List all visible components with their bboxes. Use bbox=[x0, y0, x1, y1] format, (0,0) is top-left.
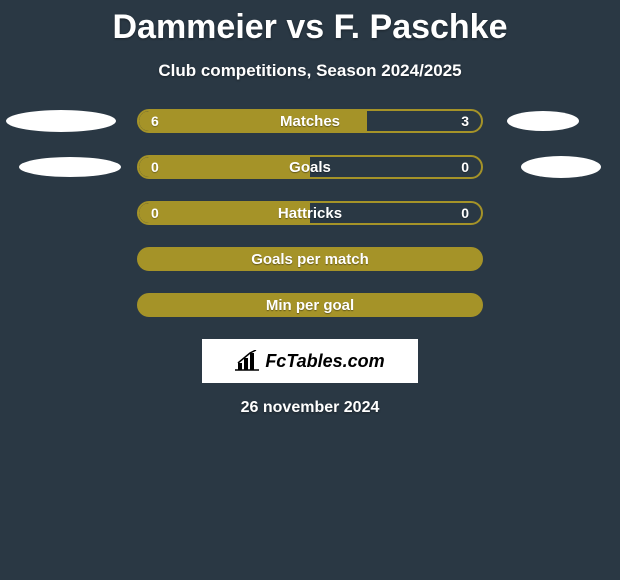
stats-rows: 63Matches 00Goals 00Hattricks bbox=[0, 109, 620, 225]
stat-right-value: 3 bbox=[367, 111, 481, 131]
stat-bar-full: Min per goal bbox=[137, 293, 483, 317]
stat-right-value: 0 bbox=[310, 157, 481, 177]
right-ellipse bbox=[521, 156, 601, 178]
page-title: Dammeier vs F. Paschke bbox=[0, 0, 620, 47]
logo-text: FcTables.com bbox=[265, 351, 384, 372]
stat-row: 00Hattricks bbox=[0, 201, 620, 225]
stat-bar: 00Hattricks bbox=[137, 201, 483, 225]
stat-bar: 63Matches bbox=[137, 109, 483, 133]
stat-bar-full: Goals per match bbox=[137, 247, 483, 271]
bars-chart-icon bbox=[235, 350, 261, 372]
stat-left-value: 6 bbox=[139, 111, 367, 131]
extra-bars: Goals per match Min per goal bbox=[0, 247, 620, 317]
right-ellipse bbox=[507, 111, 579, 131]
left-ellipse bbox=[19, 157, 121, 177]
stat-bar: 00Goals bbox=[137, 155, 483, 179]
stat-row: 00Goals bbox=[0, 155, 620, 179]
date-text: 26 november 2024 bbox=[0, 399, 620, 417]
stat-left-value: 0 bbox=[139, 157, 310, 177]
page-subtitle: Club competitions, Season 2024/2025 bbox=[0, 61, 620, 81]
left-ellipse bbox=[6, 110, 116, 132]
stat-left-value: 0 bbox=[139, 203, 310, 223]
stat-right-value: 0 bbox=[310, 203, 481, 223]
stat-row: 63Matches bbox=[0, 109, 620, 133]
logo-box: FcTables.com bbox=[202, 339, 418, 383]
